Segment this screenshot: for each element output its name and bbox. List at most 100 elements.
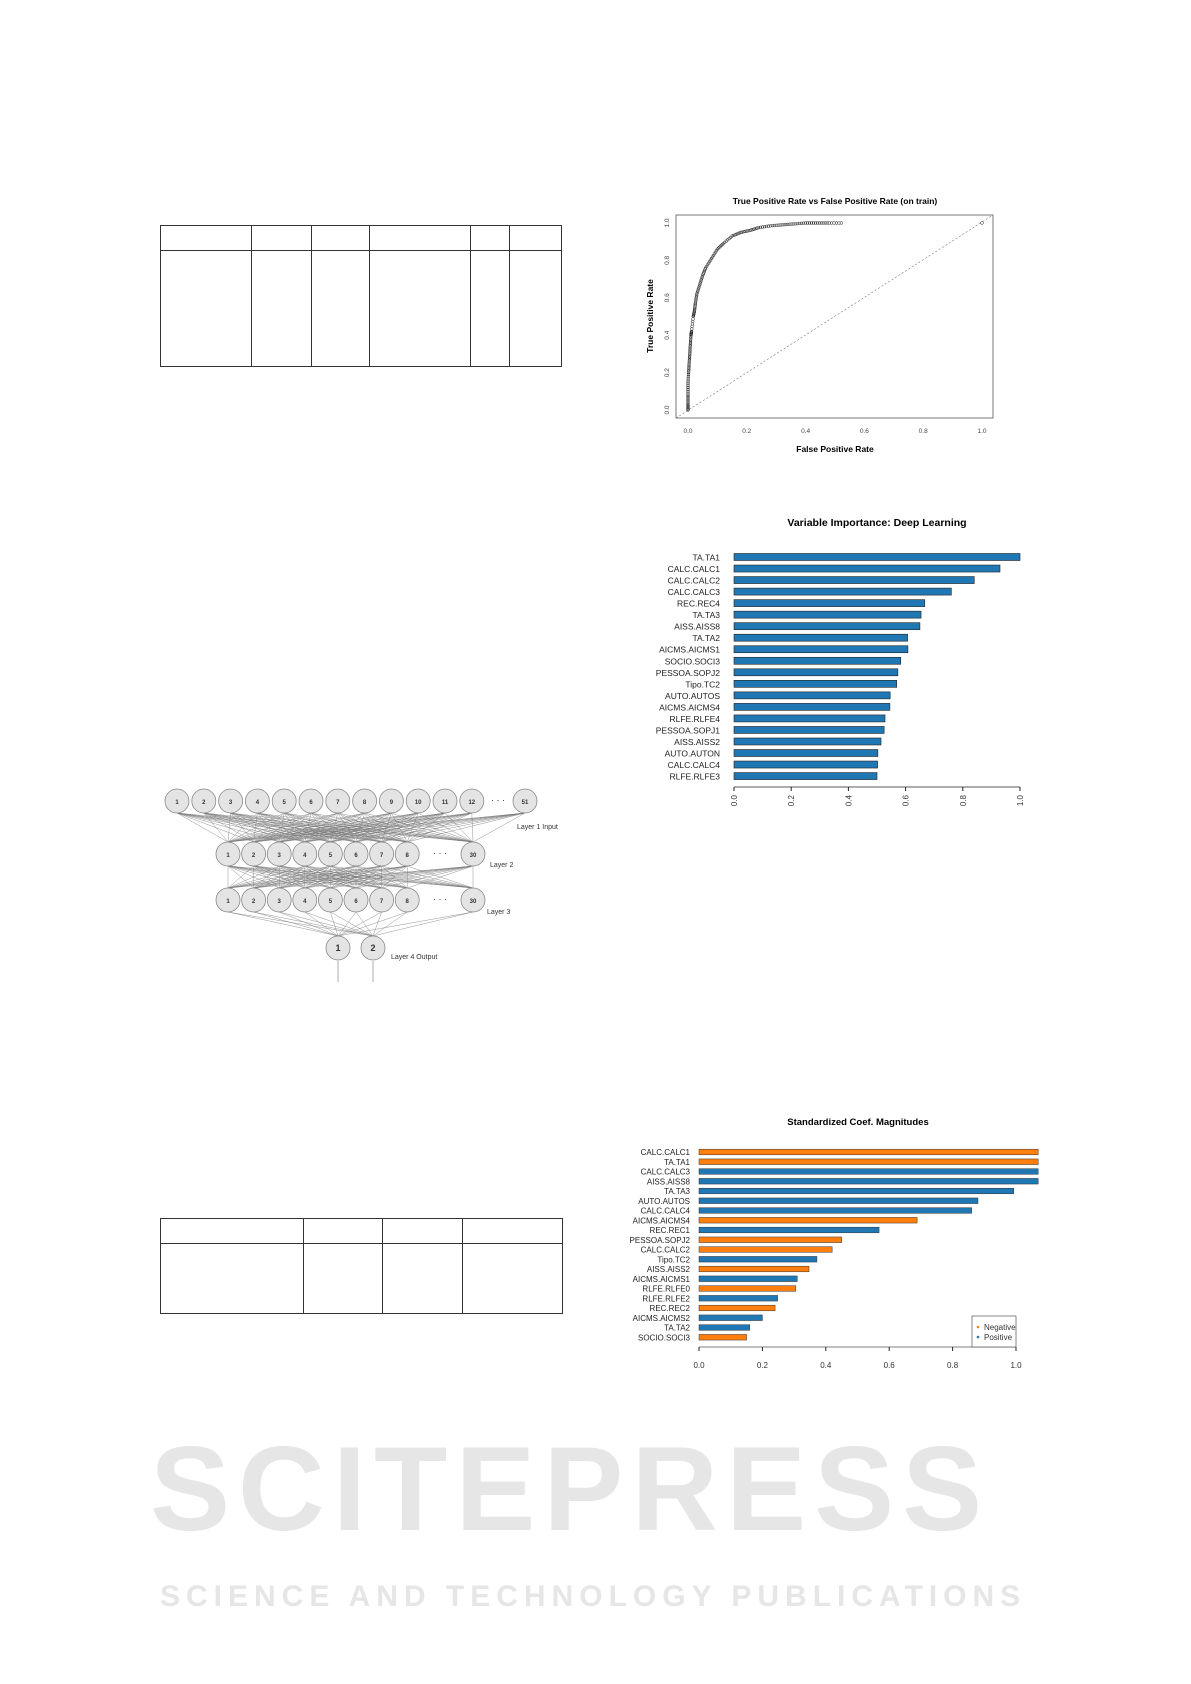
connection — [310, 812, 357, 843]
connection — [176, 812, 474, 843]
legend-box — [971, 1315, 1017, 1348]
roc-point — [686, 372, 691, 377]
roc-point — [688, 339, 693, 344]
category-label: AUTO.AUTON — [665, 749, 720, 759]
roc-point — [745, 229, 749, 233]
legend-label: Negative — [984, 1323, 1016, 1332]
connection — [304, 865, 474, 889]
roc-point — [698, 281, 702, 285]
category-label: REC.REC2 — [650, 1304, 691, 1313]
node-label: 30 — [470, 899, 477, 905]
node-label: 8 — [406, 853, 410, 859]
y-tick-label: 0.0 — [664, 405, 671, 414]
roc-point — [758, 225, 763, 230]
node-label: 30 — [470, 853, 477, 859]
connection — [304, 865, 408, 889]
roc-point — [737, 231, 742, 235]
connection — [310, 812, 331, 843]
coef-bar — [698, 1187, 1015, 1195]
connection — [284, 812, 408, 843]
connection — [257, 812, 305, 843]
connection — [337, 812, 382, 843]
roc-point — [832, 221, 836, 225]
connection — [227, 865, 305, 889]
roc-point — [688, 342, 693, 347]
connection — [227, 865, 280, 889]
category-label: RLFE.RLFE0 — [642, 1285, 690, 1294]
importance-bar — [733, 553, 1021, 561]
chart-title: Variable Importance: Deep Learning — [787, 517, 966, 529]
roc-point — [803, 221, 808, 225]
connection — [381, 865, 408, 889]
roc-point — [772, 223, 776, 228]
connection — [230, 812, 254, 843]
roc-point — [688, 346, 692, 350]
roc-point — [687, 356, 692, 361]
plot-frame — [675, 214, 994, 419]
network-node — [369, 841, 395, 867]
roc-point — [780, 223, 784, 227]
network-node — [244, 788, 270, 814]
connection — [284, 812, 331, 843]
connection — [279, 865, 474, 889]
network-node — [459, 788, 485, 814]
importance-bar — [733, 772, 878, 780]
roc-point — [686, 370, 691, 375]
roc-point — [837, 221, 841, 225]
connection — [284, 812, 305, 843]
roc-point — [821, 221, 825, 225]
roc-point — [692, 309, 697, 313]
category-label: AICMS.AICMS4 — [659, 702, 720, 712]
roc-point — [696, 287, 700, 292]
node-label: 7 — [380, 899, 384, 905]
connection — [284, 812, 382, 843]
node-label: 3 — [278, 899, 282, 905]
category-label: REC.REC1 — [650, 1226, 691, 1235]
coef-bar — [698, 1285, 796, 1292]
category-label: TA.TA3 — [664, 1187, 690, 1196]
importance-bar — [733, 656, 902, 665]
connection — [227, 865, 331, 889]
roc-point — [693, 305, 697, 309]
node-label: 2 — [202, 800, 206, 806]
connection — [253, 812, 472, 843]
node-label: 8 — [406, 899, 410, 905]
legend-marker — [976, 1335, 980, 1339]
coef-bar — [698, 1197, 979, 1204]
x-tick-label: 0.0 — [693, 1361, 705, 1370]
roc-point — [715, 247, 720, 251]
connection — [364, 812, 474, 843]
roc-point — [817, 221, 821, 225]
network-node — [352, 788, 378, 814]
roc-point — [788, 222, 792, 226]
roc-point — [686, 401, 690, 405]
roc-point — [792, 222, 796, 226]
roc-point — [784, 222, 788, 227]
roc-point — [798, 221, 802, 226]
layer-2-label: Layer 2 — [490, 862, 513, 869]
roc-point — [686, 402, 690, 407]
layer-1-label: Layer 1 Input — [517, 824, 558, 831]
roc-point — [733, 233, 737, 237]
roc-point — [686, 396, 690, 400]
network-node — [394, 887, 420, 913]
roc-point — [980, 221, 984, 225]
roc-point — [686, 385, 690, 390]
network-node — [460, 887, 486, 913]
roc-point — [776, 223, 780, 227]
roc-point — [689, 336, 693, 340]
network-node — [432, 788, 458, 814]
category-label: PESSOA.SOPJ1 — [656, 725, 721, 735]
category-label: TA.TA2 — [664, 1324, 690, 1333]
roc-point — [718, 244, 722, 249]
roc-point — [752, 227, 756, 231]
connection — [330, 812, 526, 843]
roc-point — [688, 350, 692, 354]
roc-point — [756, 226, 761, 230]
roc-point — [686, 393, 690, 397]
connection — [227, 865, 408, 889]
category-label: CALC.CALC3 — [668, 587, 721, 597]
roc-point — [688, 352, 692, 356]
